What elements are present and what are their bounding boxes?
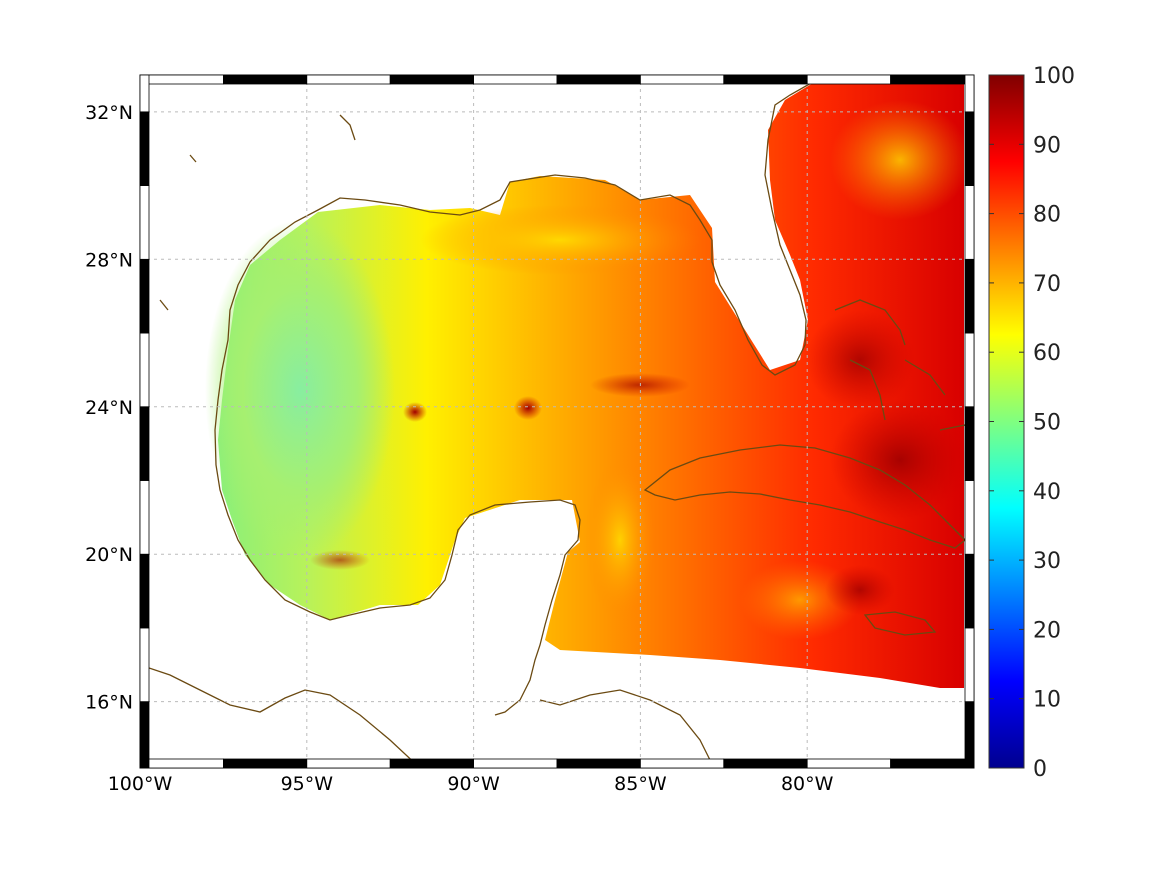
frame-seg-bottom [806,758,892,769]
frame-seg-bottom [222,758,308,769]
frame-seg-left [139,406,150,481]
cb-label-9: 10 [1033,688,1061,713]
latitude-labels: 32°N 28°N 24°N 20°N 16°N [85,102,133,714]
frame-seg-top [473,74,558,85]
frame-seg-left [139,74,150,113]
frame-seg-right [964,627,975,703]
gulf-coastline [214,77,821,716]
frame-seg-top [306,74,391,85]
longitude-labels: 100°W 95°W 90°W 85°W 80°W [108,773,834,795]
frame-seg-bottom [640,758,725,769]
cb-label-0: 100 [1033,64,1075,89]
frame-seg-right [964,406,975,481]
cool-region [205,220,395,560]
frame-seg-bottom [306,758,391,769]
frame-seg-right [964,553,975,629]
frame-seg-left [139,111,150,186]
frame-seg-bottom [556,758,641,769]
cb-label-3: 70 [1033,272,1061,297]
coastlines [140,77,973,768]
frame-seg-bottom [890,758,975,769]
frame-seg-right [964,258,975,334]
lat-label-3: 20°N [85,544,133,566]
frame-seg-left [139,258,150,334]
cb-label-4: 60 [1033,341,1061,366]
lon-label-3: 85°W [614,773,667,795]
frame-seg-left [139,480,150,555]
frame-seg-top [556,74,641,85]
lat-label-1: 28°N [85,249,133,271]
frame-seg-left [139,701,150,769]
lon-label-4: 80°W [781,773,834,795]
lat-label-0: 32°N [85,102,133,124]
frame-seg-left [139,627,150,703]
lat-label-2: 24°N [85,397,133,419]
frame-seg-top [806,74,892,85]
frame-seg-right [964,74,975,113]
frame-seg-top [890,74,975,85]
frame-seg-left [139,332,150,408]
frame-seg-right [964,701,975,769]
frame-seg-bottom [723,758,808,769]
frame-seg-right [964,185,975,260]
frame-seg-right [964,332,975,408]
lon-label-2: 90°W [447,773,500,795]
cb-label-7: 30 [1033,549,1061,574]
data-field [205,80,970,688]
map-grid [140,75,974,768]
frame-seg-top [139,74,224,85]
cb-label-6: 40 [1033,480,1061,505]
frame-seg-top [723,74,808,85]
frame-seg-top [222,74,308,85]
frame-seg-bottom [139,758,224,769]
cb-label-8: 20 [1033,618,1061,643]
lon-label-1: 95°W [281,773,334,795]
cb-label-10: 0 [1033,757,1047,782]
frame-seg-top [389,74,475,85]
frame-seg-top [640,74,725,85]
colorbar-gradient [988,74,1025,769]
cuba-coastline [643,444,966,549]
lon-label-0: 100°W [108,773,173,795]
cb-label-5: 50 [1033,411,1061,436]
frame-seg-right [964,111,975,186]
frame-seg-left [139,185,150,260]
cb-label-1: 90 [1033,133,1061,158]
frame-seg-bottom [389,758,475,769]
cb-label-2: 80 [1033,203,1061,228]
frame-seg-bottom [473,758,558,769]
map-frame [139,74,975,769]
lat-label-4: 16°N [85,692,133,714]
frame-seg-left [139,553,150,629]
frame-seg-right [964,480,975,555]
